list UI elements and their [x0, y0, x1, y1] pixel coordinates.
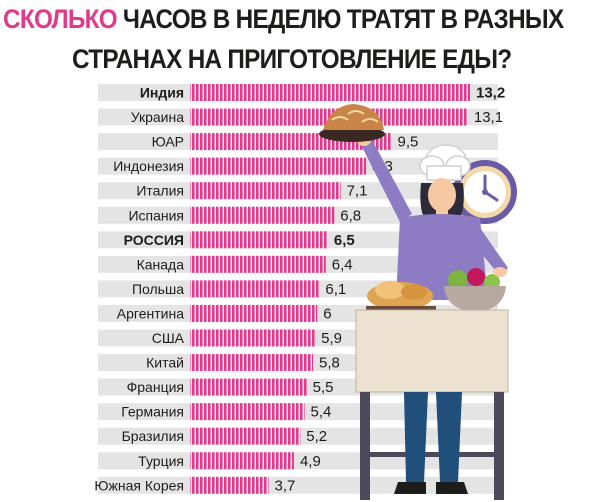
value-label: 6,5	[334, 232, 355, 249]
bar	[190, 452, 294, 470]
country-label: ЮАР	[152, 134, 184, 150]
value-label: 5,9	[321, 330, 342, 347]
bar	[190, 280, 320, 298]
country-label: Индия	[140, 85, 184, 101]
bar	[190, 476, 269, 494]
value-label: 6,4	[332, 256, 353, 273]
country-label: Бразилия	[122, 428, 184, 444]
value-label: 9,5	[398, 134, 419, 151]
clock-icon	[453, 160, 517, 224]
country-label: Украина	[131, 109, 185, 125]
bar	[190, 182, 341, 200]
bar	[190, 354, 314, 372]
value-label: 6	[323, 305, 331, 322]
country-label: Турция	[138, 453, 184, 469]
value-label: 5,8	[319, 355, 340, 372]
value-label: 13,1	[474, 109, 503, 126]
bread-plate-icon	[319, 104, 385, 142]
value-label: 5,2	[306, 428, 327, 445]
country-label: Италия	[136, 183, 184, 199]
country-label: Германия	[121, 404, 184, 420]
bar	[190, 231, 328, 249]
country-label: Канада	[137, 256, 185, 272]
bar	[190, 157, 367, 175]
country-label: Китай	[146, 355, 184, 371]
value-label: 3,7	[274, 477, 295, 494]
country-label: Испания	[128, 207, 184, 223]
country-label: Южная Корея	[94, 477, 184, 493]
bar	[190, 329, 316, 347]
bar	[190, 304, 318, 322]
bar	[190, 427, 301, 445]
bar	[190, 108, 468, 126]
kitchen-table	[355, 309, 509, 500]
value-label: 6,1	[325, 281, 346, 298]
woman-cook-illustration	[319, 104, 517, 500]
bar	[190, 255, 326, 273]
title-line1-rest: ЧАСОВ В НЕДЕЛЮ ТРАТЯТ В РАЗНЫХ	[116, 4, 564, 34]
bar	[190, 378, 307, 396]
chef-hat-icon	[419, 144, 471, 181]
bar	[190, 403, 305, 421]
country-label: США	[152, 330, 185, 346]
value-label: 7,1	[347, 183, 368, 200]
value-label: 13,2	[476, 85, 505, 102]
value-label: 4,9	[300, 453, 321, 470]
bar	[190, 206, 335, 224]
country-label: Индонезия	[113, 158, 184, 174]
chart-title-line1: СКОЛЬКО ЧАСОВ В НЕДЕЛЮ ТРАТЯТ В РАЗНЫХ	[3, 4, 564, 35]
country-label: Франция	[127, 379, 184, 395]
country-label: Польша	[132, 281, 184, 297]
value-label: 6,8	[340, 207, 361, 224]
country-label: РОССИЯ	[124, 232, 184, 248]
bar	[190, 84, 470, 101]
value-label: 5,4	[311, 404, 332, 421]
country-label: Аргентина	[117, 305, 184, 321]
bowl-icon	[444, 267, 507, 312]
title-accent: СКОЛЬКО	[3, 4, 118, 34]
chart-title-line2: СТРАНАХ НА ПРИГОТОВЛЕНИЕ ЕДЫ?	[72, 44, 512, 74]
value-label: 5,5	[313, 379, 334, 396]
roast-chicken-icon	[366, 281, 436, 310]
